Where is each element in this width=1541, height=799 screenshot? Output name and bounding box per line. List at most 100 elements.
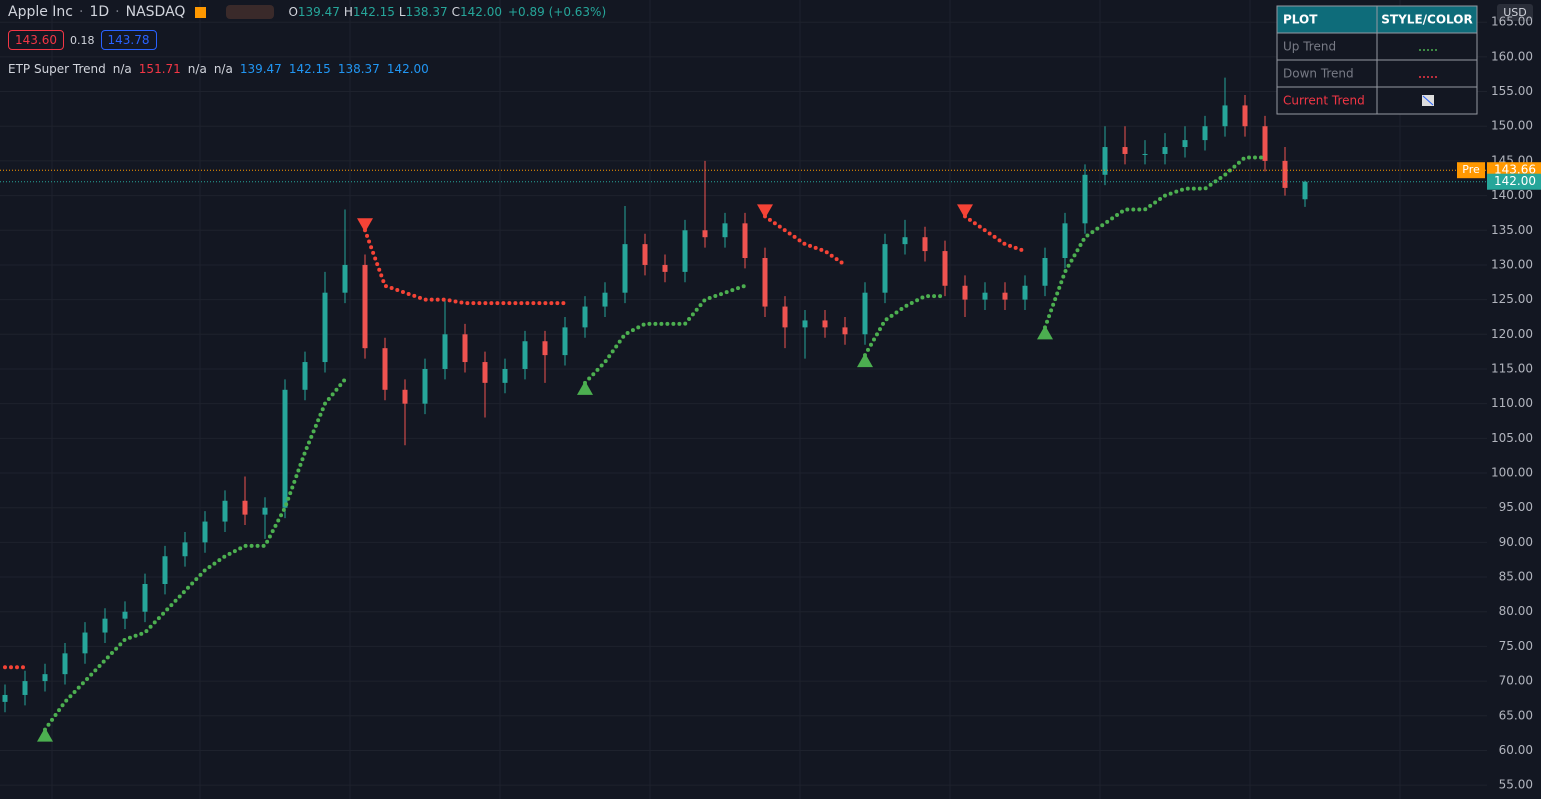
candle-body (702, 230, 708, 238)
candle-body (682, 230, 688, 272)
price-label-box (1487, 173, 1541, 190)
candle-body (982, 292, 988, 300)
candle-body (242, 500, 248, 515)
y-tick-label: 60.00 (1499, 743, 1533, 757)
y-tick-label: 65.00 (1499, 708, 1533, 722)
ask[interactable]: 143.78 (100, 30, 157, 50)
trend-line (363, 228, 567, 306)
bid[interactable]: 143.60 (8, 30, 64, 50)
ohlc: O 139.47 H 142.15 L 138.37 C 142.00 (288, 5, 502, 19)
candle-body (1262, 126, 1268, 161)
indicator-value: 142.00 (386, 62, 429, 76)
candle-body (162, 556, 168, 584)
table-header-text: STYLE/COLOR (1381, 13, 1472, 27)
interval[interactable]: 1D (89, 4, 110, 20)
candle-body (602, 292, 608, 307)
candle-body (1202, 126, 1208, 141)
indicator-value: n/a (112, 62, 132, 76)
candle-body (122, 611, 128, 619)
style-icon (1422, 95, 1434, 106)
symbol-header: Apple Inc · 1D · NASDAQ O 139.47 H 142.15 L 138… (8, 4, 607, 20)
candle-body (922, 237, 928, 252)
trend-line (763, 214, 847, 267)
candle-body (342, 264, 348, 293)
ohlc-item: C 142.00 (452, 5, 502, 19)
ohlc-item: O 139.47 (288, 5, 339, 19)
candle-body (282, 389, 288, 508)
candle-body (1162, 147, 1168, 154)
trend-flip-arrow (357, 218, 373, 233)
y-tick-label: 115.00 (1491, 361, 1533, 375)
indicator-name[interactable]: ETP Super Trend (8, 62, 106, 76)
candle-body (262, 507, 268, 515)
candle-body (762, 258, 768, 307)
symbol[interactable]: Apple Inc (8, 4, 74, 20)
y-tick-label: 120.00 (1491, 327, 1533, 341)
candle-body (902, 237, 908, 245)
candle-body (962, 285, 968, 300)
change: +0.89 (+0.63%) (508, 5, 607, 19)
y-tick-label: 135.00 (1491, 223, 1533, 237)
indicator-value: 138.37 (337, 62, 380, 76)
candle-body (1142, 153, 1148, 155)
price-tag-box (1457, 162, 1485, 179)
session-icon[interactable] (226, 5, 275, 19)
legend-table: PLOT STYLE/COLOR Up Trend Down Trend Cur… (1276, 5, 1478, 115)
candle-body (462, 334, 468, 363)
style-swatch (1419, 76, 1437, 78)
currency-button[interactable] (1497, 4, 1533, 21)
ohlc-item: L 138.37 (399, 5, 448, 19)
currency-label[interactable]: USD (1503, 6, 1527, 19)
trend-flip-arrow (757, 204, 773, 219)
trend-flip-arrow (577, 380, 593, 395)
indicator-value: 139.47 (239, 62, 282, 76)
candle-body (442, 334, 448, 369)
candle-body (102, 618, 108, 633)
candle-body (842, 327, 848, 335)
ohlc-value: 138.37 (405, 5, 448, 19)
table-cell: Current Trend (1283, 94, 1365, 108)
candle-body (822, 320, 828, 328)
ohlc-value: 139.47 (297, 5, 340, 19)
candle-body (782, 306, 788, 328)
table-cell: Up Trend (1283, 40, 1336, 54)
trend-flip-arrow (37, 727, 53, 742)
candle-body (542, 341, 548, 356)
trend-line (863, 294, 947, 358)
exchange: NASDAQ (125, 4, 186, 20)
y-tick-label: 155.00 (1491, 84, 1533, 98)
spread: 0.18 (70, 33, 95, 47)
table-cell: Down Trend (1283, 67, 1354, 81)
ohlc-key: C (451, 5, 460, 19)
trend-line (43, 377, 347, 732)
indicator-value: 142.15 (288, 62, 331, 76)
candle-body (1002, 292, 1008, 300)
price-label: 143.66 (1494, 163, 1536, 177)
candle-body (1122, 147, 1128, 154)
ohlc-key: L (398, 5, 406, 19)
indicator-value: n/a (187, 62, 207, 76)
y-tick-label: 105.00 (1491, 431, 1533, 445)
y-tick-label: 165.00 (1491, 15, 1533, 29)
candle-body (862, 292, 868, 335)
trend-line (583, 283, 747, 385)
candle-body (1082, 174, 1088, 224)
candle-body (322, 292, 328, 363)
candle-body (482, 362, 488, 383)
y-tick-label: 70.00 (1499, 674, 1533, 688)
y-tick-label: 95.00 (1499, 500, 1533, 514)
candle-body (182, 542, 188, 557)
candle-body (82, 632, 88, 654)
candle-body (502, 368, 508, 383)
price-tag: Pre (1462, 163, 1480, 176)
candle-body (1242, 105, 1248, 127)
candle-body (722, 223, 728, 238)
flag-icon[interactable] (195, 6, 207, 18)
trend-flip-arrow (1037, 325, 1053, 340)
y-tick-label: 140.00 (1491, 188, 1533, 202)
candle-body (382, 348, 388, 390)
ohlc-value: 142.15 (352, 5, 395, 19)
candle-body (1182, 140, 1188, 148)
